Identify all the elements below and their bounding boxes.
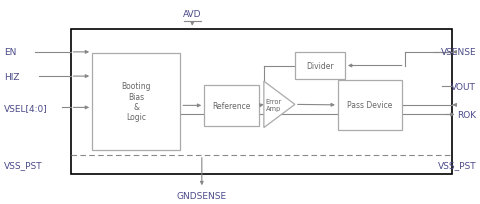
- Text: GNDSENSE: GNDSENSE: [177, 191, 227, 200]
- Text: Error
Amp: Error Amp: [265, 98, 281, 111]
- Bar: [204, 86, 259, 126]
- Text: VSS_PST: VSS_PST: [438, 161, 476, 170]
- Text: VSEL[4:0]: VSEL[4:0]: [4, 103, 48, 112]
- Text: VSS_PST: VSS_PST: [4, 161, 42, 170]
- Polygon shape: [264, 82, 295, 128]
- Text: Divider: Divider: [306, 62, 334, 71]
- Text: Reference: Reference: [213, 101, 251, 110]
- Bar: [295, 53, 345, 80]
- Text: ROK: ROK: [457, 110, 476, 119]
- Text: HIZ: HIZ: [4, 72, 19, 81]
- Bar: [71, 30, 452, 174]
- Text: Booting
Bias
&
Logic: Booting Bias & Logic: [121, 82, 151, 122]
- Bar: [92, 54, 180, 150]
- Text: AVD: AVD: [183, 10, 202, 18]
- Text: VSENSE: VSENSE: [441, 48, 476, 57]
- Text: EN: EN: [4, 48, 16, 57]
- Text: VOUT: VOUT: [451, 82, 476, 91]
- Bar: [338, 81, 402, 130]
- Text: Pass Device: Pass Device: [348, 101, 393, 110]
